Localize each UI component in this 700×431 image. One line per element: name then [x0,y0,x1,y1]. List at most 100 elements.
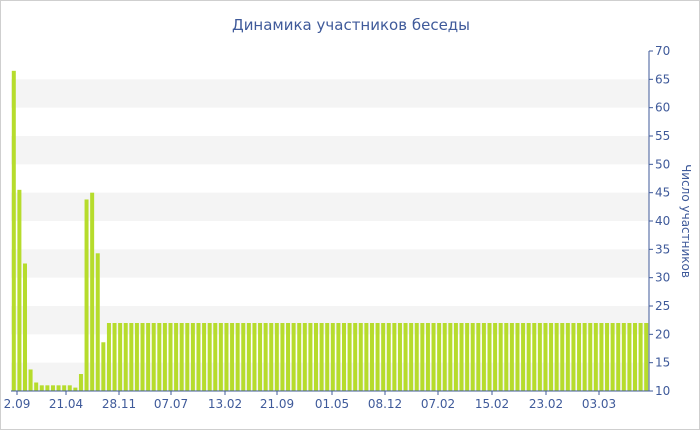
x-tick-label: 07.02 [421,397,455,411]
y-tick-label: 30 [655,271,670,285]
grid-band [11,306,649,335]
y-tick-label: 35 [655,242,670,256]
bar [470,323,475,391]
bar [453,323,458,391]
bar [73,387,78,391]
bar [375,323,380,391]
bar [34,382,39,391]
bar [241,323,246,391]
y-tick-labels: 10 15 20 25 30 35 40 45 50 55 60 65 70 [649,44,670,398]
bar [610,323,615,391]
bar [78,374,83,391]
bar [565,323,570,391]
bar [179,323,184,391]
grid-band [11,79,649,108]
bar [493,323,498,391]
grid-band [11,249,649,278]
bar [258,323,263,391]
bar [481,323,486,391]
y-tick-label: 25 [655,299,670,313]
bar [571,323,576,391]
bar [146,323,151,391]
bar [577,323,582,391]
bar [543,323,548,391]
bar [369,323,374,391]
bar [498,323,503,391]
bar [218,323,223,391]
bar [230,323,235,391]
bar [549,323,554,391]
bar [185,323,190,391]
bar [403,323,408,391]
x-tick-label: 01.05 [315,397,349,411]
bar [431,323,436,391]
chart-title: Динамика участников беседы [232,16,470,34]
bar [397,323,402,391]
bar [263,323,268,391]
bar [364,323,369,391]
y-tick-label: 15 [655,356,670,370]
bar [151,323,156,391]
y-tick-label: 20 [655,327,670,341]
x-tick-label: 2.09 [4,397,31,411]
bar [213,323,218,391]
bar [537,323,542,391]
bar [358,323,363,391]
bar [521,323,526,391]
bar [560,323,565,391]
bar [381,323,386,391]
bar [207,323,212,391]
bar [621,323,626,391]
grid-band [11,362,649,391]
bar [487,323,492,391]
bar [336,323,341,391]
bar [532,323,537,391]
bar [437,323,442,391]
x-tick-label: 13.02 [208,397,242,411]
bar [56,385,61,391]
bar [162,323,167,391]
bar [644,323,649,391]
bar [554,323,559,391]
x-tick-label: 21.09 [260,397,294,411]
grid-bands [11,79,649,391]
bar [314,323,319,391]
x-tick-labels: 2.09 21.04 28.11 07.07 13.02 21.09 01.05 08.12 0… [4,391,616,411]
x-tick-label: 07.07 [154,397,188,411]
y-tick-label: 55 [655,129,670,143]
bar [168,323,173,391]
bar [140,323,145,391]
bar [392,323,397,391]
bar [353,323,358,391]
bar [286,323,291,391]
grid-band [11,136,649,165]
bar [319,323,324,391]
bar [291,323,296,391]
bar [112,323,117,391]
bar [174,323,179,391]
bar [515,323,520,391]
bar [593,323,598,391]
grid-band [11,192,649,221]
bar [280,323,285,391]
bar [123,323,128,391]
bar [62,385,67,391]
bar [526,323,531,391]
bar [341,323,346,391]
bar [95,253,100,391]
x-tick-label: 28.11 [102,397,136,411]
bar [129,323,134,391]
bar [616,323,621,391]
y-tick-label: 60 [655,101,670,115]
bar [325,323,330,391]
bar [118,323,123,391]
bar [101,342,106,391]
y-tick-label: 45 [655,186,670,200]
x-tick-label: 15.02 [475,397,509,411]
x-tick-label: 23.02 [529,397,563,411]
bar [476,323,481,391]
bar [588,323,593,391]
bar [420,323,425,391]
